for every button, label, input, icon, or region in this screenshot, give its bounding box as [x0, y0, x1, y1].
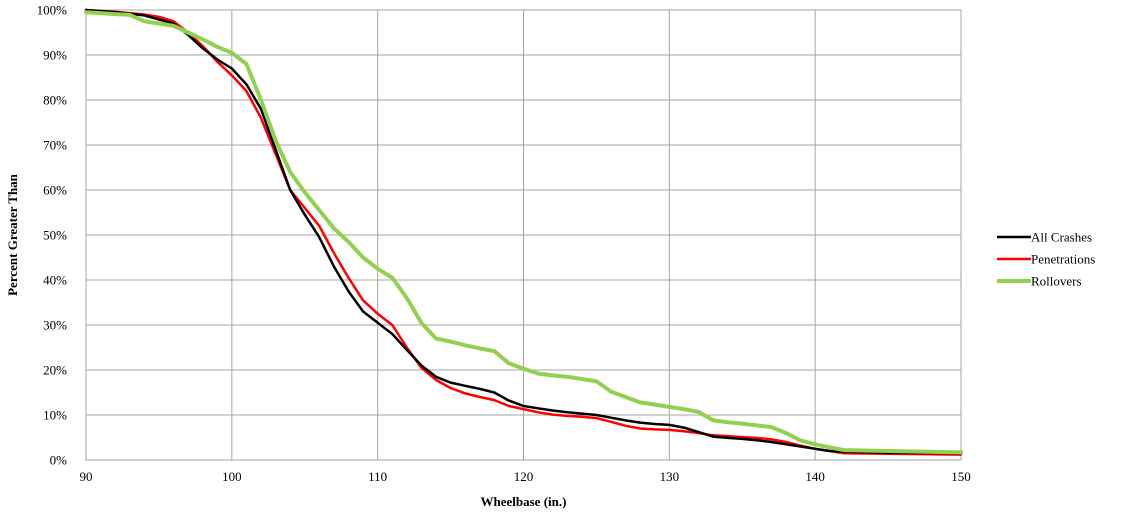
- x-tick-label: 90: [80, 469, 93, 484]
- legend: All Crashes Penetrations Rollovers: [997, 230, 1095, 289]
- x-tick-label: 140: [805, 469, 825, 484]
- x-axis-tick-labels: 90 100 110 120 130 140 150: [80, 469, 971, 484]
- y-tick-label: 40%: [43, 273, 67, 288]
- y-tick-label: 20%: [43, 363, 67, 378]
- legend-label-rollovers: Rollovers: [1031, 274, 1082, 289]
- plot-area-border: [85, 9, 962, 461]
- x-tick-label: 130: [660, 469, 680, 484]
- y-tick-label: 10%: [43, 408, 67, 423]
- y-axis-title: Percent Greater Than: [5, 173, 20, 296]
- legend-label-penetrations: Penetrations: [1031, 252, 1095, 267]
- x-tick-label: 150: [951, 469, 971, 484]
- y-tick-label: 90%: [43, 48, 67, 63]
- y-tick-label: 50%: [43, 228, 67, 243]
- y-tick-label: 30%: [43, 318, 67, 333]
- legend-item-rollovers: Rollovers: [997, 274, 1082, 289]
- x-tick-label: 100: [222, 469, 242, 484]
- legend-item-penetrations: Penetrations: [997, 252, 1095, 267]
- x-tick-label: 110: [368, 469, 387, 484]
- y-tick-label: 60%: [43, 183, 67, 198]
- series-line-rollovers: [84, 10, 963, 455]
- x-tick-label: 120: [514, 469, 534, 484]
- y-tick-label: 80%: [43, 93, 67, 108]
- series-lines: [84, 8, 963, 456]
- y-tick-label: 0%: [50, 453, 68, 468]
- y-tick-label: 100%: [37, 3, 68, 18]
- x-axis-title: Wheelbase (in.): [481, 494, 567, 509]
- legend-item-all-crashes: All Crashes: [997, 230, 1092, 245]
- series-line-all-crashes: [84, 8, 963, 455]
- y-tick-label: 70%: [43, 138, 67, 153]
- series-line-penetrations: [84, 8, 963, 456]
- legend-label-all-crashes: All Crashes: [1031, 230, 1092, 245]
- y-axis-tick-labels: 0% 10% 20% 30% 40% 50% 60% 70% 80% 90% 100%: [37, 3, 68, 468]
